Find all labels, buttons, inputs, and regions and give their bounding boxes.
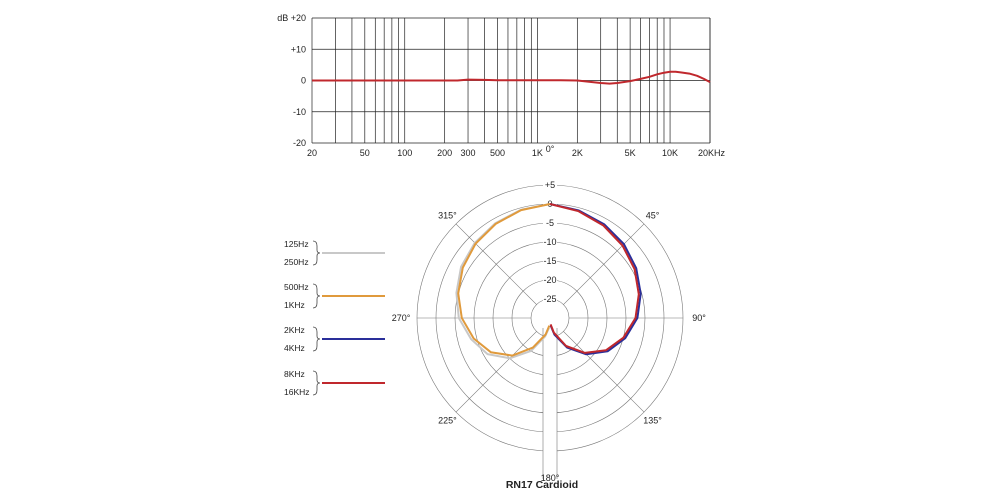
legend-bracket (312, 370, 321, 396)
polar-spoke (455, 223, 537, 305)
polar-series (455, 203, 642, 360)
legend-label: 16KHz (284, 387, 310, 397)
frequency-response-tick-labels: 20 50 100 200 300 500 1K 2K 5K 10K 20KHz dB +20 +10 0… (277, 13, 725, 158)
polar-spoke (455, 331, 537, 413)
frequency-response-series (312, 70, 711, 85)
radial-tick-label: -10 (543, 237, 556, 247)
x-tick-label: 50 (360, 148, 370, 158)
frequency-response-line (312, 70, 711, 85)
legend-label: 1KHz (284, 300, 305, 310)
radial-tick-label: +5 (545, 180, 555, 190)
x-tick-label: 5K (625, 148, 636, 158)
angle-label: 270° (392, 313, 411, 323)
x-tick-label: 2K (572, 148, 583, 158)
x-tick-label: 20 (307, 148, 317, 158)
legend-label: 8KHz (284, 369, 305, 379)
radial-tick-label: -25 (543, 294, 556, 304)
polar-pattern-line (455, 203, 551, 360)
x-tick-label: 200 (437, 148, 452, 158)
legend: 125Hz 250Hz 500Hz 1KHz 2KHz 4KHz 8KHz 16KHz (284, 239, 385, 397)
y-tick-label: dB +20 (277, 13, 306, 23)
y-tick-label: -10 (293, 107, 306, 117)
x-tick-label: 300 (461, 148, 476, 158)
chart-caption: RN17 Cardioid (506, 479, 578, 491)
angle-label: 135° (643, 416, 662, 426)
radial-tick-label: -20 (543, 275, 556, 285)
angle-label: 45° (646, 210, 660, 220)
legend-label: 125Hz (284, 239, 309, 249)
polar-spoke (563, 223, 645, 305)
polar-angle-labels: 0° 45° 90° 135° 180° 225° 270° 315° (392, 144, 707, 483)
polar-pattern-line (457, 203, 551, 357)
x-tick-label: 20KHz (698, 148, 726, 158)
legend-bracket (312, 326, 321, 352)
y-tick-label: +10 (291, 44, 306, 54)
legend-bracket (312, 240, 321, 266)
legend-label: 500Hz (284, 282, 309, 292)
angle-label: 225° (438, 416, 457, 426)
y-tick-label: 0 (301, 76, 306, 86)
polar-spoke (563, 331, 645, 413)
legend-label: 4KHz (284, 343, 305, 353)
x-tick-label: 10K (662, 148, 678, 158)
polar-pattern-line (549, 203, 640, 354)
legend-bracket (312, 283, 321, 309)
x-tick-label: 1K (532, 148, 543, 158)
legend-label: 250Hz (284, 257, 309, 267)
polar-pattern-line (549, 203, 642, 356)
y-tick-label: -20 (293, 138, 306, 148)
angle-label: 315° (438, 210, 457, 220)
angle-label: 180° (541, 473, 560, 483)
x-tick-label: 100 (397, 148, 412, 158)
radial-tick-label: -5 (546, 218, 554, 228)
angle-label: 90° (692, 313, 706, 323)
x-tick-label: 500 (490, 148, 505, 158)
radial-tick-label: -15 (543, 256, 556, 266)
legend-label: 2KHz (284, 325, 305, 335)
angle-label: 0° (546, 144, 555, 154)
